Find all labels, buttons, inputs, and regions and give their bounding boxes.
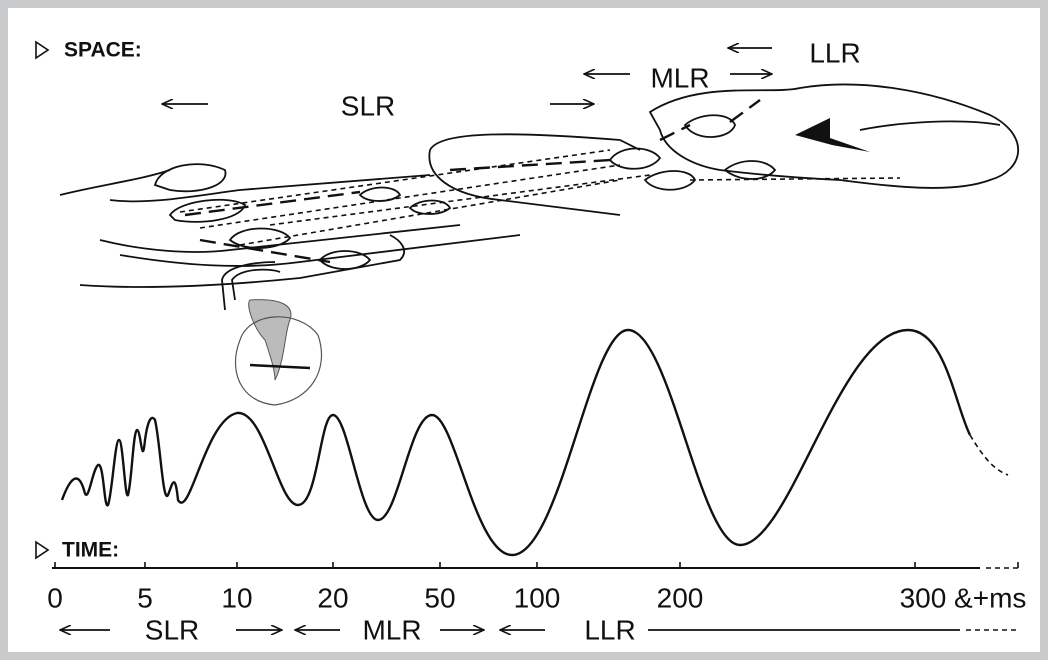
space-region: LLR: [809, 37, 860, 68]
tick-label: 0: [47, 582, 63, 613]
space-label: SPACE:: [64, 39, 142, 62]
tick-label: 300 &+ms: [900, 582, 1027, 613]
tick-group: 0 5 10 20 50 100 200 300 &+ms: [47, 562, 1026, 613]
tick-label: 5: [137, 582, 153, 613]
bullet: [35, 40, 50, 60]
tick-label: 100: [514, 582, 561, 613]
bullet: [35, 540, 50, 560]
tick-label: 20: [317, 582, 348, 613]
space-region: MLR: [650, 62, 709, 93]
tick-label: 10: [221, 582, 252, 613]
waveform: [60, 328, 972, 557]
time-region: MLR: [362, 614, 421, 645]
brain-sketch: [59, 83, 1019, 406]
time-region: LLR: [584, 614, 635, 645]
time-label: TIME:: [62, 539, 119, 562]
tick-label: 50: [424, 582, 455, 613]
time-region: SLR: [145, 614, 199, 645]
tick-label: 200: [657, 582, 704, 613]
panel: [8, 8, 1040, 652]
space-region: SLR: [341, 90, 395, 121]
